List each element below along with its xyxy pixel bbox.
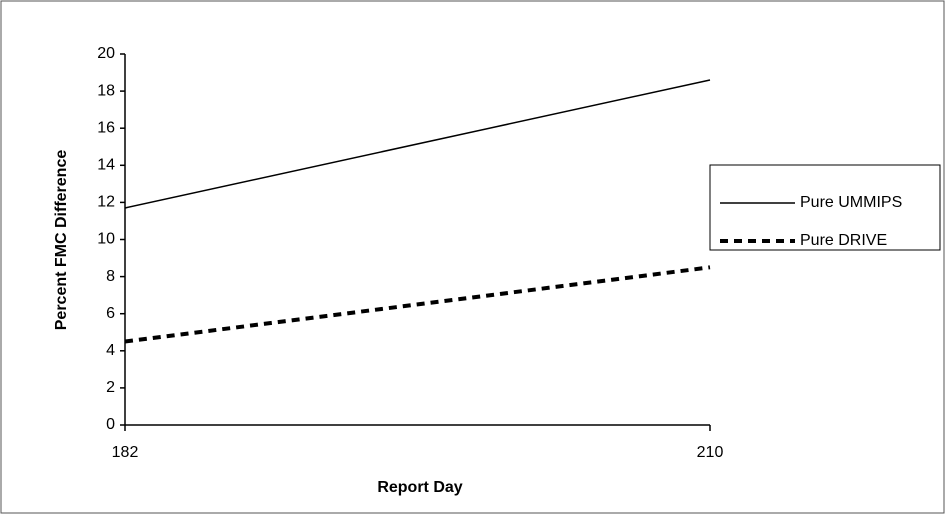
- y-tick-label: 4: [106, 342, 115, 359]
- y-tick-label: 18: [97, 82, 115, 99]
- x-axis-label: Report Day: [377, 479, 462, 496]
- y-tick-label: 16: [97, 119, 115, 136]
- x-tick-label: 210: [697, 444, 724, 461]
- legend-label: Pure UMMIPS: [800, 194, 902, 211]
- y-axis-label: Percent FMC Difference: [53, 150, 70, 331]
- series-line: [124, 79, 711, 209]
- y-tick-label: 14: [97, 157, 115, 174]
- legend-box: [709, 164, 941, 251]
- y-tick-label: 6: [106, 305, 115, 322]
- y-tick-label: 12: [97, 194, 115, 211]
- series-line: [124, 265, 711, 344]
- y-tick-label: 8: [106, 268, 115, 285]
- x-tick-label: 182: [112, 444, 139, 461]
- y-tick-label: 20: [97, 45, 115, 62]
- y-tick-label: 0: [106, 416, 115, 433]
- y-tick-label: 10: [97, 231, 115, 248]
- legend-label: Pure DRIVE: [800, 232, 887, 249]
- y-tick-label: 2: [106, 379, 115, 396]
